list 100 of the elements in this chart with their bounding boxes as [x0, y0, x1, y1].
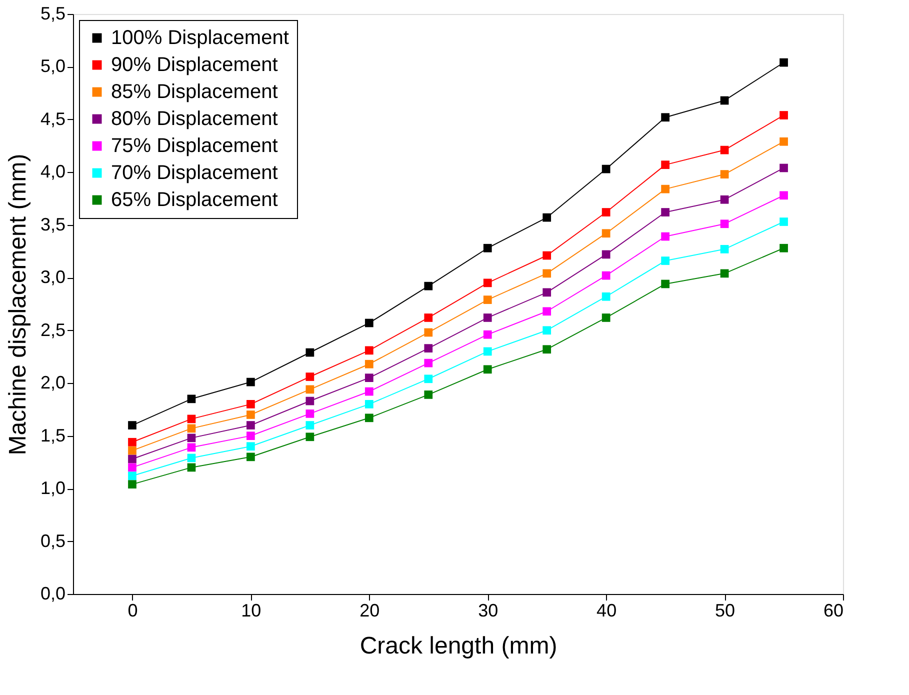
legend-label: 80% Displacement — [111, 108, 278, 130]
y-tick-label: 0,0 — [40, 584, 66, 604]
point — [424, 328, 433, 337]
point — [661, 208, 670, 216]
y-tick-label: 3,0 — [40, 267, 66, 288]
point — [780, 191, 788, 200]
point — [424, 344, 433, 352]
point — [187, 454, 196, 462]
point — [246, 421, 255, 430]
point — [483, 330, 492, 339]
point — [306, 432, 314, 442]
y-tick-label: 5,5 — [40, 4, 66, 24]
point — [780, 111, 788, 120]
point — [246, 432, 255, 440]
point — [542, 326, 552, 335]
x-axis-title: Crack length (mm) — [360, 632, 558, 660]
point — [602, 208, 610, 216]
point — [602, 314, 610, 322]
point — [246, 410, 255, 419]
point — [128, 472, 136, 480]
point — [246, 452, 255, 462]
point — [661, 280, 670, 288]
point — [424, 390, 433, 399]
point — [661, 160, 670, 169]
x-tick-label: 30 — [478, 600, 498, 620]
point — [483, 314, 492, 322]
legend-label: 65% Displacement — [111, 189, 278, 211]
y-tick-label: 3,5 — [40, 214, 66, 234]
x-tick-label: 60 — [823, 600, 844, 620]
point — [602, 229, 610, 238]
point — [424, 282, 433, 290]
point — [306, 385, 314, 394]
point — [306, 421, 314, 430]
point — [542, 269, 552, 278]
y-tick-label: 4,0 — [40, 162, 66, 182]
point — [424, 358, 433, 368]
point — [542, 213, 552, 222]
y-tick-label: 2,5 — [40, 320, 66, 340]
point — [246, 378, 255, 386]
point — [483, 365, 492, 374]
point — [128, 438, 136, 446]
point — [364, 318, 374, 328]
point — [720, 244, 729, 254]
point — [128, 421, 136, 430]
point — [187, 434, 196, 442]
point — [364, 400, 374, 408]
point — [483, 347, 492, 356]
point — [720, 220, 729, 228]
point — [246, 400, 255, 408]
point — [720, 170, 729, 178]
point — [661, 256, 670, 265]
legend-label: 75% Displacement — [111, 135, 278, 157]
y-tick-label: 5,0 — [40, 56, 66, 76]
point — [542, 288, 552, 297]
point — [720, 269, 729, 278]
point — [602, 292, 610, 301]
point — [187, 394, 196, 404]
point — [602, 271, 610, 280]
point — [720, 195, 729, 204]
point — [364, 360, 374, 368]
point — [187, 414, 196, 424]
x-tick-label: 10 — [241, 600, 262, 620]
point — [542, 307, 552, 316]
point — [306, 409, 314, 418]
point — [780, 218, 788, 226]
point — [780, 58, 788, 67]
y-tick-label: 2,0 — [40, 372, 66, 393]
point — [542, 251, 552, 260]
y-tick-label: 4,5 — [40, 108, 66, 129]
legend-label: 100% Displacement — [111, 27, 290, 49]
point — [483, 244, 492, 252]
point — [306, 372, 314, 381]
point — [661, 232, 670, 241]
point — [246, 442, 255, 451]
point — [187, 443, 196, 452]
y-tick-label: 1,5 — [40, 425, 66, 446]
point — [424, 374, 433, 384]
legend-label: 85% Displacement — [111, 81, 278, 103]
y-tick-label: 1,0 — [40, 478, 66, 498]
point — [364, 387, 374, 396]
legend-label: 90% Displacement — [111, 54, 278, 76]
point — [780, 244, 788, 252]
point — [780, 164, 788, 172]
point — [187, 463, 196, 472]
point — [364, 414, 374, 422]
point — [128, 446, 136, 455]
point — [780, 137, 788, 146]
legend-label: 70% Displacement — [111, 162, 278, 184]
x-tick-label: 20 — [360, 600, 380, 620]
point — [187, 424, 196, 433]
point — [661, 113, 670, 122]
point — [128, 463, 136, 472]
y-axis-title: Machine displacement (mm) — [4, 154, 32, 456]
point — [720, 96, 729, 105]
x-tick-label: 0 — [128, 600, 138, 620]
point — [306, 348, 314, 357]
point — [483, 278, 492, 288]
point — [364, 374, 374, 382]
y-tick-label: 0,5 — [40, 530, 66, 551]
point — [602, 250, 610, 259]
